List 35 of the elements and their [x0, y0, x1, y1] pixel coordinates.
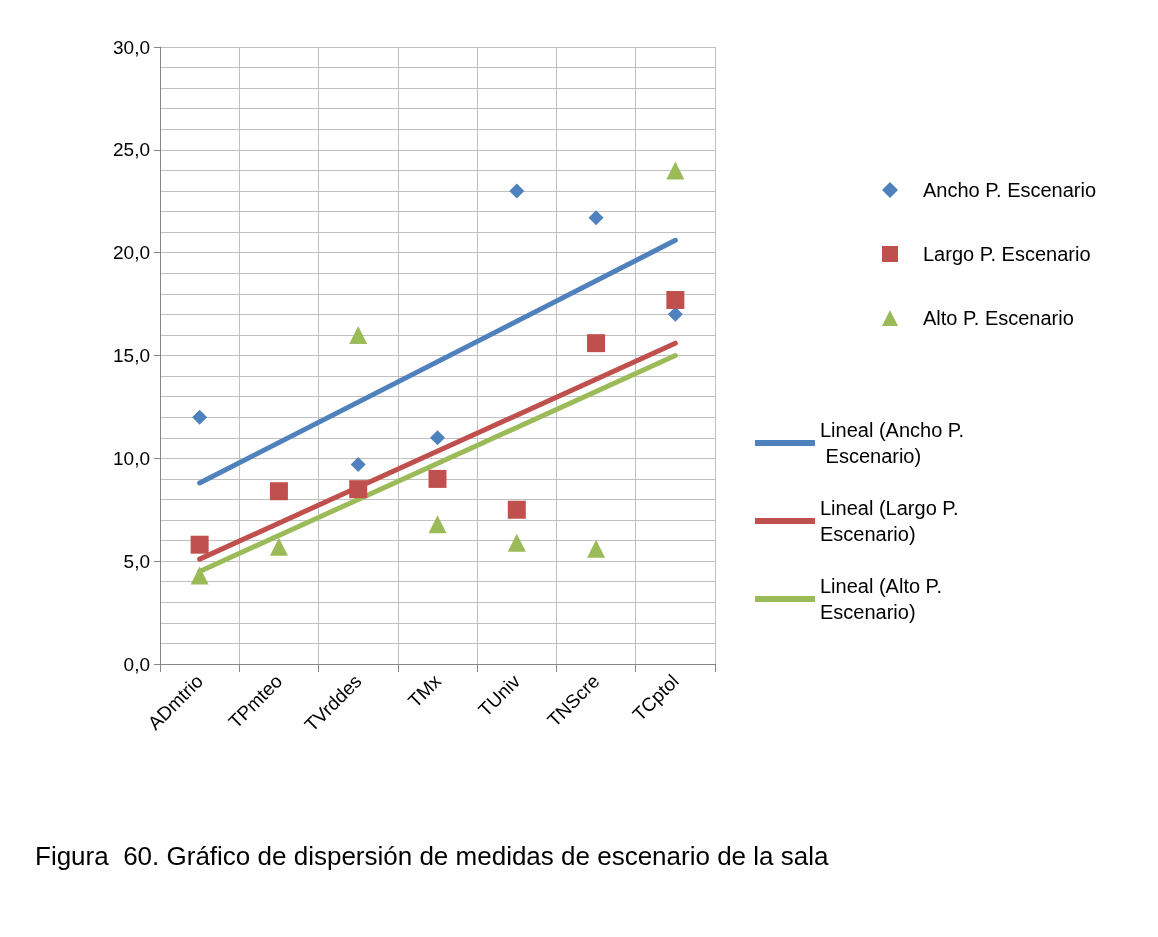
legend-label: Lineal (Largo P. Escenario) — [820, 497, 965, 545]
point — [666, 161, 685, 180]
point — [587, 539, 606, 558]
point — [667, 306, 683, 322]
point — [192, 409, 208, 425]
y-tick-label: 20,0 — [113, 242, 150, 264]
legend-label: Lineal (Ancho P. Escenario) — [820, 419, 965, 467]
point — [509, 183, 525, 199]
point — [507, 500, 526, 519]
y-tick-label: 10,0 — [113, 447, 150, 469]
point — [430, 430, 445, 446]
y-tick-label: 5,0 — [123, 550, 150, 572]
x-tick-label: TMx — [403, 670, 446, 712]
point — [269, 537, 288, 556]
legend-label: Ancho P. Escenario — [923, 179, 1097, 201]
legend-label: Lineal (Alto P. Escenario) — [820, 575, 948, 623]
point — [269, 482, 288, 501]
point — [349, 480, 368, 499]
point — [428, 515, 447, 534]
point — [507, 533, 526, 552]
legend-label: Alto P. Escenario — [923, 307, 1074, 329]
point — [190, 535, 209, 554]
legend-label: Largo P. Escenario — [923, 243, 1091, 265]
point — [666, 290, 685, 309]
text: Figura 60. Gráfico de dispersión de medidas de escenario de la sala — [35, 841, 829, 871]
point — [428, 469, 447, 488]
y-tick-label: 25,0 — [113, 139, 150, 161]
point — [190, 566, 209, 585]
y-tick-label: 30,0 — [113, 36, 150, 58]
y-tick-label: 0,0 — [123, 653, 150, 675]
y-tick-label: 15,0 — [113, 345, 150, 366]
point — [349, 325, 368, 344]
point — [588, 210, 604, 226]
point — [350, 457, 366, 472]
point — [587, 334, 606, 353]
